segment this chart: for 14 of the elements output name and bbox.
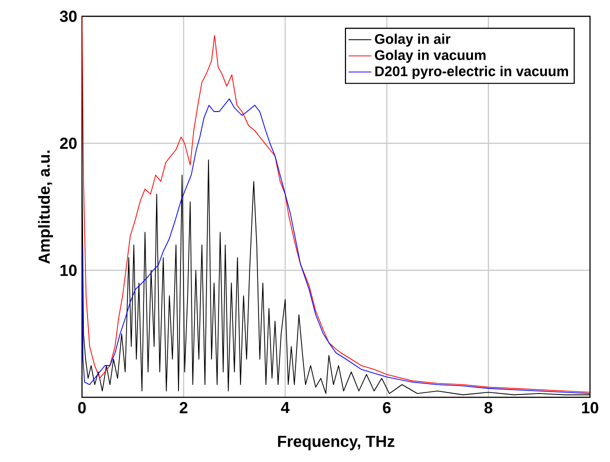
legend-label: Golay in vacuum [374,50,486,63]
y-tick-label: 10 [60,264,77,276]
y-tick-label: 30 [60,10,77,22]
x-tick-label: 8 [484,402,492,414]
y-tick-label: 20 [60,138,77,149]
x-tick-label: 2 [180,402,188,414]
x-tick-label: 0 [78,402,86,414]
y-axis-title: Amplitude, a.u. [38,150,54,264]
legend-label: D201 pyro-electric in vacuum [375,66,568,79]
x-tick-label: 6 [382,402,391,414]
x-tick-label: 10 [582,402,598,414]
x-tick-label: 4 [281,402,290,414]
x-axis-title: Frequency, THz [278,436,394,450]
legend-label: Golay in air [374,34,450,47]
